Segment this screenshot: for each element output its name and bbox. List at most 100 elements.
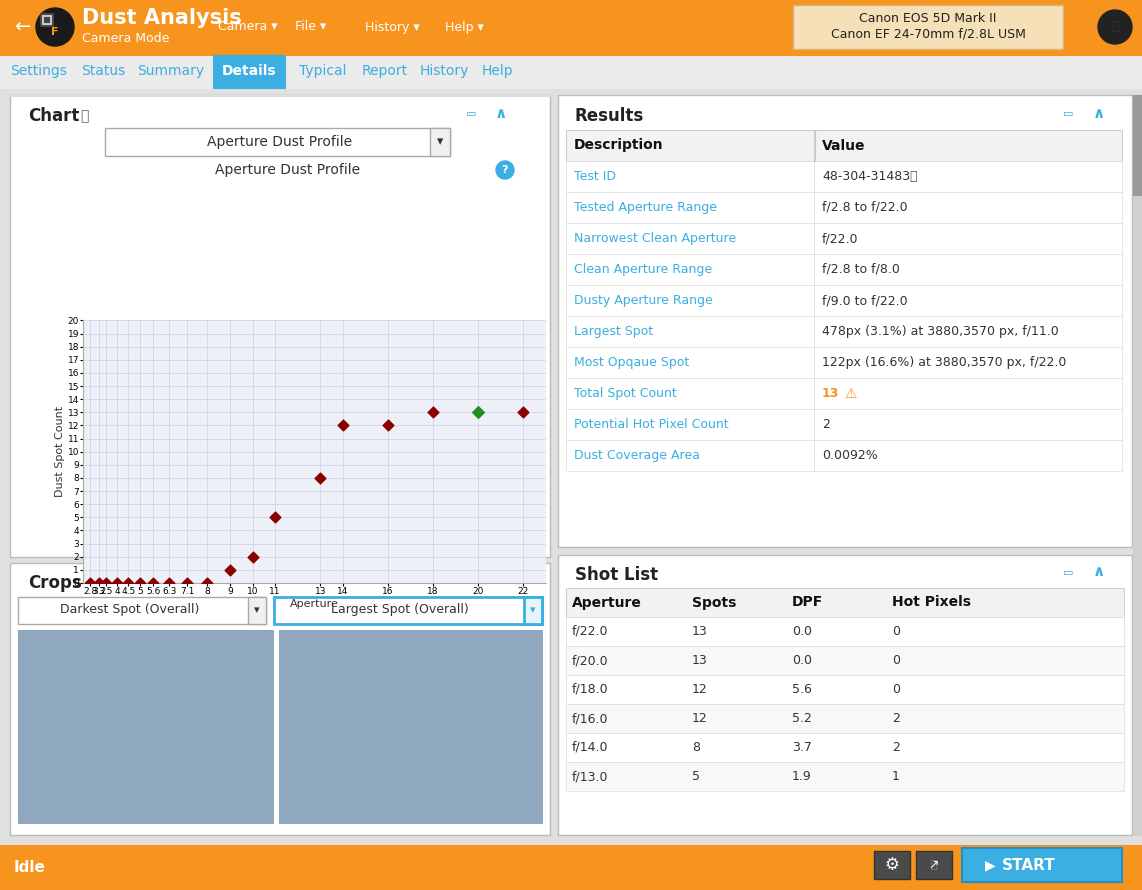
Text: ▭: ▭ <box>1063 568 1073 578</box>
Circle shape <box>496 161 514 179</box>
Text: ▭: ▭ <box>466 109 476 119</box>
Bar <box>814 161 1121 192</box>
Text: Description: Description <box>574 139 664 152</box>
Text: ∧: ∧ <box>494 572 507 587</box>
Bar <box>566 409 814 440</box>
Bar <box>814 440 1121 471</box>
Bar <box>814 347 1121 378</box>
Bar <box>962 848 1121 882</box>
Text: ∧: ∧ <box>494 106 507 120</box>
Text: Dust Coverage Area: Dust Coverage Area <box>574 449 700 462</box>
Bar <box>814 316 1121 347</box>
Text: Most Opqaue Spot: Most Opqaue Spot <box>574 356 690 369</box>
Point <box>514 405 532 419</box>
Text: History ▾: History ▾ <box>365 20 419 34</box>
Bar <box>916 851 952 879</box>
Text: f/22.0: f/22.0 <box>822 232 859 245</box>
Bar <box>566 378 814 409</box>
Bar <box>566 285 814 316</box>
Text: 478px (3.1%) at 3880,3570 px, f/11.0: 478px (3.1%) at 3880,3570 px, f/11.0 <box>822 325 1059 338</box>
Bar <box>566 223 814 254</box>
X-axis label: Aperture: Aperture <box>290 599 339 609</box>
Text: 0.0: 0.0 <box>793 654 812 667</box>
Bar <box>0 0 1142 55</box>
Bar <box>42 15 51 24</box>
Bar <box>814 254 1121 285</box>
Point <box>220 562 239 577</box>
Text: Camera ▾: Camera ▾ <box>218 20 278 34</box>
Text: Idle: Idle <box>14 860 46 875</box>
Text: ▶: ▶ <box>986 858 996 872</box>
Text: Tested Aperture Range: Tested Aperture Range <box>574 201 717 214</box>
Text: File ▾: File ▾ <box>295 20 327 34</box>
Point <box>144 576 162 590</box>
Text: ←: ← <box>14 18 31 36</box>
Text: ▭: ▭ <box>1063 109 1073 119</box>
Text: Hot Pixels: Hot Pixels <box>892 595 971 610</box>
Point <box>108 576 127 590</box>
Bar <box>10 563 550 835</box>
Text: Canon EOS 5D Mark II: Canon EOS 5D Mark II <box>859 12 997 25</box>
Text: ∧: ∧ <box>1093 106 1105 120</box>
Bar <box>558 555 1132 835</box>
Text: Dust Analysis: Dust Analysis <box>82 8 242 28</box>
Text: f/13.0: f/13.0 <box>572 770 609 783</box>
Point <box>424 405 442 419</box>
Text: 2: 2 <box>892 741 900 754</box>
Bar <box>558 95 1132 547</box>
Bar <box>566 316 814 347</box>
Text: 5.2: 5.2 <box>793 712 812 725</box>
Text: Shot List: Shot List <box>576 566 658 584</box>
Text: ⬛: ⬛ <box>931 860 938 870</box>
Point <box>178 576 196 590</box>
Bar <box>566 588 1124 617</box>
Bar <box>0 88 1142 845</box>
Text: 48-304-31483: 48-304-31483 <box>822 170 910 183</box>
Bar <box>40 13 53 26</box>
Bar <box>793 5 1063 49</box>
Text: ↗: ↗ <box>928 859 939 871</box>
Text: ▾: ▾ <box>255 605 260 615</box>
Bar <box>18 597 266 624</box>
Bar <box>105 128 450 156</box>
Text: 3.7: 3.7 <box>793 741 812 754</box>
Bar <box>10 95 550 96</box>
Text: ?: ? <box>501 165 508 175</box>
Point <box>130 576 148 590</box>
Point <box>120 576 138 590</box>
Text: f/20.0: f/20.0 <box>572 654 609 667</box>
Bar <box>214 55 286 88</box>
Circle shape <box>37 8 74 46</box>
Bar <box>814 409 1121 440</box>
Bar <box>0 845 1142 890</box>
Text: Typical: Typical <box>299 64 347 78</box>
Text: START: START <box>1002 857 1055 872</box>
Text: History: History <box>419 64 468 78</box>
Bar <box>566 347 814 378</box>
Text: 0: 0 <box>892 683 900 696</box>
Text: Help: Help <box>481 64 513 78</box>
Text: Canon EF 24-70mm f/2.8L USM: Canon EF 24-70mm f/2.8L USM <box>830 28 1026 41</box>
Text: Aperture Dust Profile: Aperture Dust Profile <box>208 135 353 149</box>
Bar <box>566 704 1124 733</box>
Point <box>333 418 352 433</box>
Point <box>266 510 284 524</box>
Bar <box>274 597 542 624</box>
Text: Spots: Spots <box>692 595 737 610</box>
Text: Help ▾: Help ▾ <box>445 20 484 34</box>
Point <box>243 549 262 564</box>
Bar <box>45 17 49 22</box>
Text: ▾: ▾ <box>530 605 536 615</box>
Text: Potential Hot Pixel Count: Potential Hot Pixel Count <box>574 418 729 431</box>
Bar <box>566 161 814 192</box>
Text: 8: 8 <box>692 741 700 754</box>
Text: Darkest Spot (Overall): Darkest Spot (Overall) <box>61 603 200 617</box>
Bar <box>18 630 273 823</box>
Text: 1.9: 1.9 <box>793 770 812 783</box>
Text: 0.0: 0.0 <box>793 625 812 638</box>
Bar <box>814 285 1121 316</box>
Bar <box>1133 95 1142 195</box>
Text: Settings: Settings <box>10 64 67 78</box>
Circle shape <box>1097 10 1132 44</box>
Text: 2: 2 <box>822 418 830 431</box>
